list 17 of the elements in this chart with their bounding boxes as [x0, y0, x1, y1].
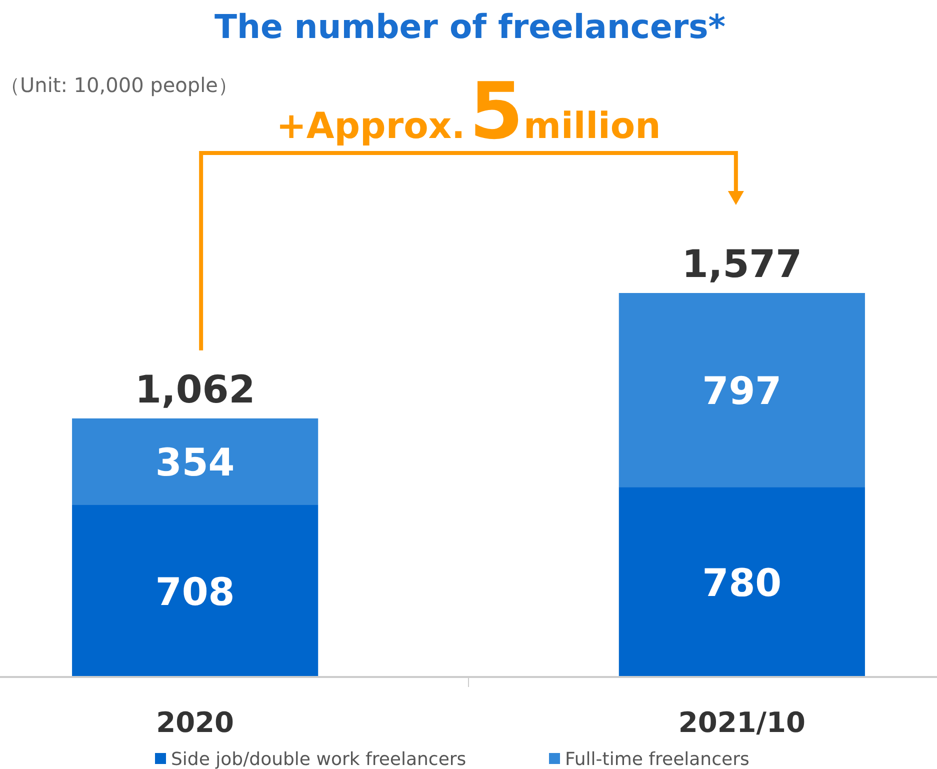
x-tick-label: 2020 — [156, 706, 234, 739]
total-label: 1,062 — [134, 367, 256, 412]
bar — [72, 418, 318, 505]
bar — [618, 293, 865, 488]
bar — [618, 487, 865, 677]
chart-subtitle: （Unit: 10,000 people） — [0, 73, 238, 97]
legend-label: Full-time freelancers — [565, 749, 750, 769]
text: +Approx.5million — [276, 67, 661, 157]
total-label: 1,577 — [682, 242, 802, 286]
data-label: 780 — [702, 561, 782, 606]
data-label: 708 — [155, 570, 235, 614]
x-tick-label: 2021/10 — [678, 706, 806, 739]
data-label: 797 — [702, 369, 782, 414]
chart-title: The number of freelancers* — [214, 7, 726, 46]
bar — [72, 504, 318, 677]
data-label: 354 — [155, 440, 235, 484]
legend-label: Side job/double work freelancers — [171, 749, 466, 769]
